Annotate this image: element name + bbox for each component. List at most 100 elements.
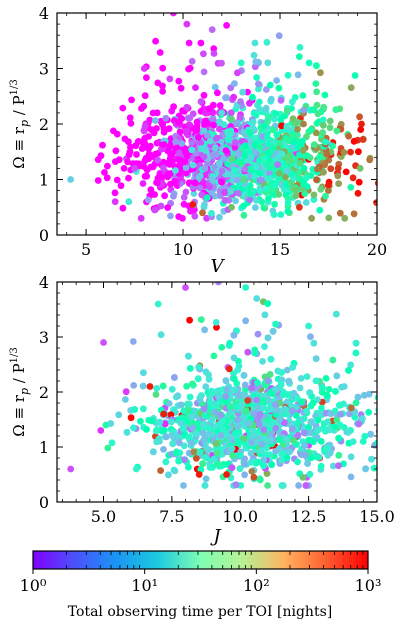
data-point bbox=[168, 385, 176, 393]
scatter-panel-j: 5.0 7.5 10.0 12.5 15.0 0 1 2 3 4 J Ω ≡ rp / P1/3 bbox=[9, 273, 395, 547]
data-point bbox=[149, 163, 157, 171]
data-point bbox=[356, 113, 363, 121]
data-point bbox=[373, 199, 377, 206]
data-point bbox=[200, 127, 208, 134]
data-point bbox=[97, 427, 105, 434]
data-point bbox=[170, 192, 177, 200]
data-point bbox=[271, 115, 278, 123]
data-point bbox=[357, 126, 365, 133]
data-point bbox=[198, 191, 206, 199]
data-point bbox=[252, 204, 259, 211]
data-point bbox=[263, 38, 271, 46]
data-point bbox=[103, 174, 111, 182]
data-point bbox=[319, 129, 327, 136]
y-tick-label: 2 bbox=[39, 115, 49, 134]
data-point bbox=[266, 81, 274, 89]
data-point bbox=[242, 408, 249, 415]
data-point bbox=[253, 396, 261, 404]
data-point bbox=[107, 420, 115, 427]
data-point bbox=[292, 412, 300, 419]
data-point bbox=[227, 188, 235, 195]
data-point bbox=[231, 80, 238, 87]
data-point bbox=[188, 139, 196, 147]
data-point bbox=[148, 417, 156, 425]
data-point bbox=[153, 426, 161, 433]
data-point bbox=[125, 151, 133, 159]
data-point bbox=[264, 300, 272, 307]
scatter-panel-v: 5 10 15 20 0 1 2 3 4 V Ω ≡ rp / P1/3 bbox=[9, 4, 387, 277]
data-point bbox=[232, 197, 240, 205]
data-point bbox=[271, 182, 279, 190]
data-point bbox=[279, 449, 286, 457]
data-point bbox=[347, 184, 355, 191]
data-point bbox=[262, 185, 270, 193]
data-point bbox=[213, 134, 221, 142]
data-point bbox=[226, 403, 234, 411]
data-point bbox=[274, 367, 282, 375]
data-point bbox=[273, 131, 281, 139]
data-point bbox=[355, 148, 362, 156]
data-point bbox=[321, 91, 329, 99]
data-point bbox=[275, 32, 283, 40]
data-point bbox=[175, 457, 183, 465]
data-point bbox=[160, 410, 168, 418]
data-point bbox=[256, 105, 264, 113]
data-point bbox=[167, 425, 175, 433]
data-point bbox=[378, 388, 385, 395]
data-point bbox=[186, 64, 194, 72]
data-point bbox=[175, 118, 182, 126]
data-point bbox=[355, 178, 363, 186]
data-point bbox=[223, 170, 231, 178]
data-point bbox=[231, 166, 238, 174]
data-point bbox=[292, 119, 300, 126]
data-point bbox=[143, 166, 151, 174]
data-point bbox=[340, 383, 348, 390]
data-point bbox=[308, 214, 315, 222]
data-point bbox=[367, 430, 374, 438]
data-point bbox=[260, 456, 268, 464]
data-point bbox=[368, 455, 375, 463]
data-point bbox=[132, 465, 140, 473]
data-point bbox=[241, 152, 249, 160]
data-point bbox=[300, 429, 308, 437]
data-point bbox=[221, 196, 229, 204]
data-point bbox=[299, 474, 307, 481]
data-point bbox=[347, 361, 355, 369]
data-point bbox=[178, 414, 186, 421]
data-point bbox=[260, 462, 267, 470]
data-point bbox=[190, 448, 198, 456]
data-point bbox=[327, 165, 335, 173]
data-point bbox=[317, 69, 324, 77]
data-point bbox=[365, 390, 373, 398]
data-point bbox=[185, 463, 192, 471]
data-point bbox=[302, 451, 310, 459]
x-tick-label: 15 bbox=[270, 240, 290, 259]
data-point bbox=[115, 411, 123, 419]
data-point bbox=[234, 423, 242, 430]
data-point bbox=[284, 71, 292, 79]
data-point bbox=[216, 213, 223, 221]
data-point bbox=[382, 422, 389, 429]
data-point bbox=[345, 367, 352, 374]
data-point bbox=[241, 381, 249, 389]
data-point bbox=[183, 382, 191, 390]
data-point bbox=[177, 401, 185, 409]
data-point bbox=[121, 135, 129, 143]
data-point bbox=[316, 153, 323, 161]
data-point bbox=[232, 403, 240, 411]
data-point bbox=[314, 165, 321, 173]
data-point bbox=[67, 465, 75, 473]
data-point bbox=[332, 388, 339, 395]
data-point bbox=[304, 460, 311, 467]
data-point bbox=[143, 172, 151, 180]
data-point bbox=[119, 204, 127, 212]
data-point bbox=[150, 129, 158, 137]
data-point bbox=[182, 284, 189, 291]
data-point bbox=[292, 186, 299, 194]
data-point bbox=[200, 435, 208, 443]
data-point bbox=[354, 393, 362, 401]
data-point bbox=[141, 140, 149, 148]
data-point bbox=[267, 355, 275, 363]
data-point bbox=[358, 120, 365, 128]
data-point bbox=[313, 62, 320, 70]
